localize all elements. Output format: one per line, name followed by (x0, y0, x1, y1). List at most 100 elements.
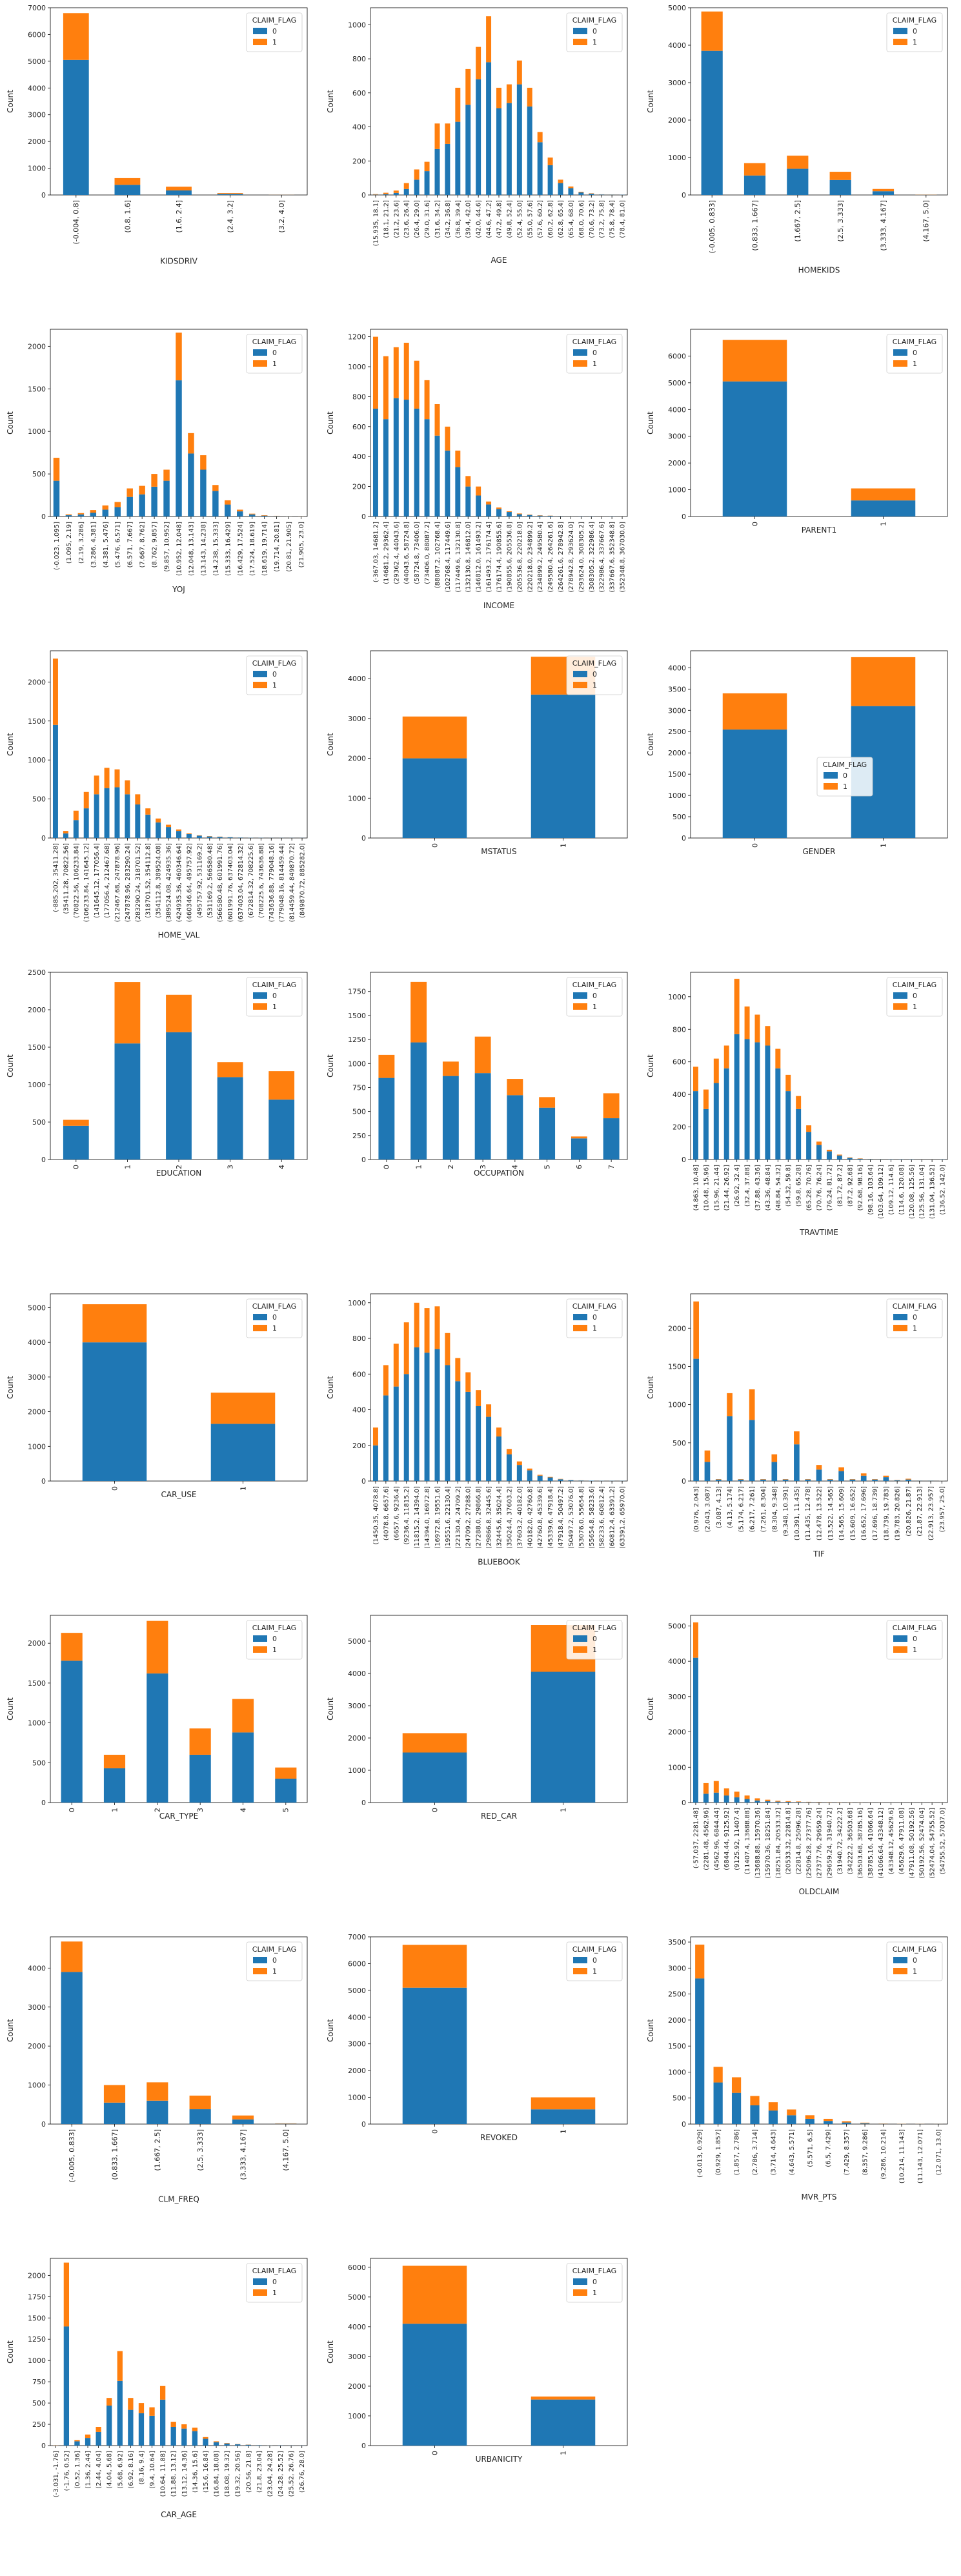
plot-frame (50, 1936, 308, 2125)
x-tick-label: (35024.4, 37603.2] (506, 1486, 513, 1549)
legend-label: 0 (272, 992, 277, 1000)
y-tick-label: 600 (673, 1058, 686, 1067)
bar-class-1 (750, 2096, 760, 2105)
x-tick-label: (2.4, 3.2] (226, 200, 234, 233)
bar-class-1 (857, 1158, 863, 1159)
x-tick-label: (708225.6, 743636.88] (258, 843, 265, 918)
x-tick-label: (0.8, 1.6] (123, 200, 132, 233)
legend-swatch-1 (253, 1646, 267, 1653)
bar-class-1 (188, 433, 194, 454)
y-tick-label: 5000 (668, 1622, 686, 1630)
x-tick-label: (4.863, 10.48] (693, 1165, 700, 1211)
x-tick-label: (2.043, 3.087] (704, 1486, 711, 1533)
y-axis-label: Count (326, 1054, 335, 1078)
legend-label: 0 (272, 670, 277, 679)
x-tick-label: 1 (879, 843, 887, 848)
legend-swatch-0 (893, 1314, 907, 1320)
x-tick-label: (19.783, 20.826] (895, 1486, 902, 1540)
x-tick-label: (47918.4, 50497.2] (558, 1486, 565, 1549)
bar-class-0 (744, 1799, 750, 1803)
bar-class-0 (445, 1365, 450, 1481)
y-tick-label: 4000 (668, 664, 686, 672)
legend-label: 0 (592, 1313, 597, 1322)
x-tick-label: (141645.12, 177056.4] (94, 843, 101, 918)
legend-label: 1 (272, 1967, 277, 1976)
legend-label: 0 (913, 1313, 917, 1322)
x-tick-label: (75.8, 78.4] (609, 200, 616, 238)
y-tick-label: 2000 (28, 1639, 46, 1648)
bar-class-1 (139, 486, 145, 495)
x-tick-label: (161493.2, 176174.4] (486, 522, 493, 593)
bar-class-0 (212, 491, 219, 516)
bar-class-1 (496, 1427, 501, 1436)
plot-frame (370, 650, 628, 839)
x-tick-label: (26.76, 28.0] (299, 2451, 306, 2493)
y-tick-label: 1000 (668, 792, 686, 800)
bar-class-0 (383, 1395, 389, 1481)
bar-class-1 (74, 2440, 80, 2442)
x-tick-label: (8.16, 9.4] (138, 2451, 145, 2484)
legend-title: CLAIM_FLAG (252, 338, 296, 346)
bar-class-0 (77, 514, 85, 516)
bar-class-1 (765, 1026, 771, 1046)
bar-class-1 (114, 982, 141, 1044)
bar-class-0 (836, 1155, 842, 1160)
bar-class-1 (527, 87, 532, 107)
legend-title: CLAIM_FLAG (252, 1302, 296, 1311)
chart-car-use: 0 1000 2000 3000 4000 5000 Count 0 1 CAR_USE CLAIM… (6, 1293, 308, 1499)
bar-class-0 (213, 2442, 219, 2446)
bar-class-0 (186, 833, 192, 838)
chart-urbanicity: 0 1000 2000 3000 4000 5000 6000 Count 0 1 URBANICI… (326, 2258, 628, 2464)
x-tick-label: (6.92, 8.16] (128, 2451, 135, 2489)
bar-class-1 (693, 1301, 699, 1359)
legend: CLAIM_FLAG 0 1 (886, 1620, 943, 1660)
x-tick-label: 3 (226, 1165, 234, 1169)
bar-class-1 (445, 1333, 450, 1365)
x-tick-label: (9.857, 10.952] (164, 522, 171, 572)
legend-label: 1 (272, 681, 277, 690)
x-tick-label: (322986.4, 337667.6] (599, 522, 606, 593)
bar-class-0 (372, 194, 378, 195)
x-tick-label: (13688.88, 15970.36] (754, 1808, 762, 1879)
bar-class-1 (372, 1427, 378, 1446)
legend-swatch-0 (893, 1635, 907, 1642)
y-tick-label: 1000 (668, 486, 686, 495)
bar-class-1 (754, 1798, 760, 1801)
x-tick-label: 2 (154, 1808, 162, 1812)
x-tick-label: (205536.8, 220218.0] (516, 522, 523, 593)
legend: CLAIM_FLAG 0 1 (566, 1620, 623, 1660)
legend-swatch-0 (573, 1957, 587, 1963)
x-axis-label: OLDCLAIM (799, 1887, 840, 1896)
legend-label: 1 (272, 2289, 277, 2297)
bar-class-0 (256, 2445, 262, 2446)
y-tick-label: 3000 (348, 715, 366, 723)
bar-class-0 (693, 1657, 698, 1803)
x-tick-label: (21.8, 23.04] (256, 2451, 263, 2493)
x-tick-label: (1.36, 2.44] (85, 2451, 92, 2489)
x-tick-label: 1 (559, 843, 567, 848)
y-tick-label: 1000 (348, 363, 366, 371)
x-tick-label: (10.214, 11.143] (898, 2129, 905, 2183)
bar-class-1 (63, 13, 89, 60)
bar-class-0 (117, 2380, 123, 2446)
bar-class-1 (883, 1475, 889, 1478)
y-tick-label: 250 (352, 1132, 366, 1140)
bar-class-0 (849, 1479, 856, 1481)
x-tick-label: (36.8, 39.4] (455, 200, 462, 238)
x-tick-label: (58724.8, 73406.0] (414, 522, 421, 584)
legend-title: CLAIM_FLAG (572, 1302, 616, 1311)
x-tick-label: (4562.96, 6844.44] (713, 1808, 720, 1870)
x-tick-label: (4078.8, 6657.6] (383, 1486, 390, 1540)
y-tick-label: 1000 (28, 165, 46, 173)
bar-class-1 (506, 511, 512, 513)
bar-class-0 (589, 193, 594, 195)
bar-class-1 (166, 187, 192, 190)
y-tick-label: 5000 (348, 2293, 366, 2302)
x-tick-label: (32.4, 37.88] (744, 1165, 751, 1207)
bar-class-0 (147, 1673, 168, 1803)
x-tick-label: (37.88, 43.36] (754, 1165, 762, 1211)
bar-class-1 (787, 2109, 796, 2116)
y-tick-label: 0 (682, 1156, 686, 1164)
bar-class-1 (63, 2262, 70, 2327)
y-tick-label: 0 (682, 1477, 686, 1486)
